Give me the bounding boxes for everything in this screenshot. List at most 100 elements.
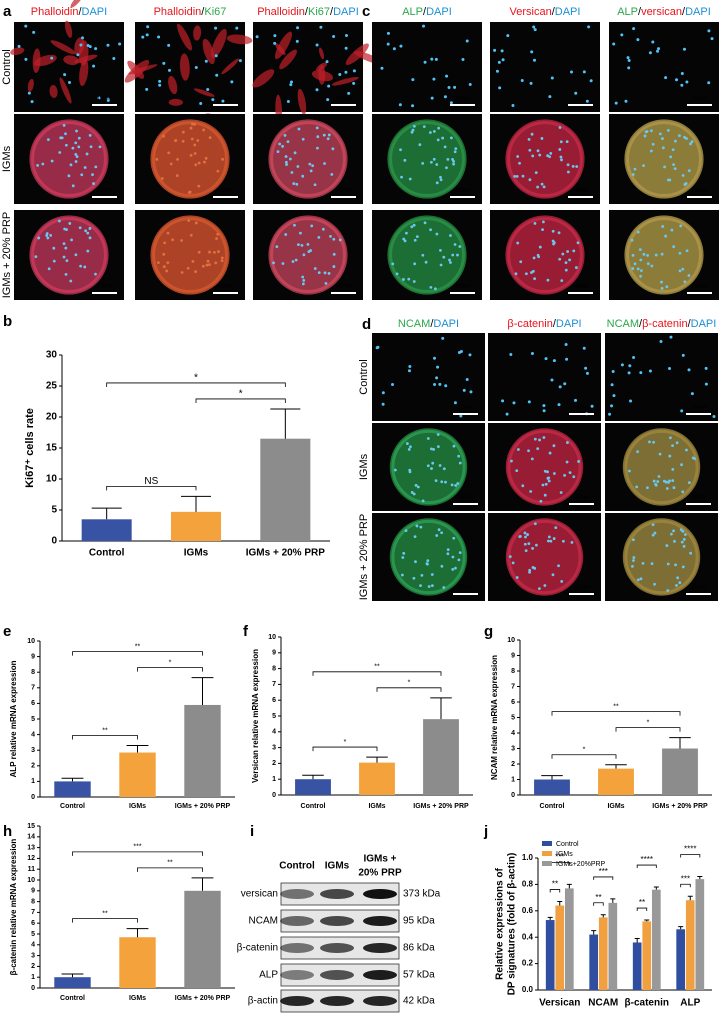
y-tick-label: 2 xyxy=(272,760,276,767)
blot-band xyxy=(320,916,354,926)
nucleus xyxy=(528,148,532,152)
nucleus xyxy=(627,469,631,473)
nucleus xyxy=(532,25,536,29)
error-bar xyxy=(653,886,659,890)
y-tick-label: 1.0 xyxy=(522,853,534,862)
nucleus xyxy=(407,369,411,373)
nucleus xyxy=(292,182,296,185)
nucleus xyxy=(530,457,534,461)
nucleus xyxy=(220,256,224,260)
y-tick-label: 1 xyxy=(511,776,515,783)
nucleus xyxy=(683,183,687,186)
cell-stain xyxy=(124,60,150,83)
nucleus xyxy=(230,80,234,84)
nucleus xyxy=(645,130,649,133)
nucleus xyxy=(315,126,319,130)
nucleus xyxy=(426,464,430,468)
nucleus xyxy=(296,26,300,30)
nucleus xyxy=(400,175,403,179)
y-tick-label: 6 xyxy=(511,699,515,706)
nucleus xyxy=(585,99,589,103)
nucleus xyxy=(639,577,643,581)
header-segment: / xyxy=(201,6,205,18)
nucleus xyxy=(197,250,201,254)
column-header: Phalloidin/Ki67/DAPI xyxy=(257,6,359,18)
nucleus xyxy=(62,242,66,246)
spheroid-edge xyxy=(507,121,583,197)
nucleus xyxy=(319,25,323,29)
nucleus xyxy=(180,239,183,242)
blot-band xyxy=(280,889,314,899)
nucleus xyxy=(442,467,446,471)
nucleus xyxy=(49,234,53,237)
nucleus xyxy=(402,278,405,281)
nucleus xyxy=(608,412,612,416)
nucleus xyxy=(533,277,536,281)
y-tick-label: 10 xyxy=(46,474,58,485)
error-bar xyxy=(591,930,597,935)
header-segment: Phalloidin xyxy=(31,6,79,18)
y-tick-label: 10 xyxy=(27,877,35,884)
significance-label: * xyxy=(408,680,411,687)
nucleus xyxy=(712,414,716,418)
scale-label: 100μm xyxy=(218,187,233,193)
nucleus xyxy=(347,91,351,95)
nucleus xyxy=(415,235,419,239)
significance-bracket xyxy=(593,876,614,880)
y-tick-label: 14 xyxy=(27,834,35,841)
nucleus xyxy=(411,78,415,82)
y-tick-label: 0.4 xyxy=(522,932,534,941)
nucleus xyxy=(75,129,78,133)
nucleus xyxy=(649,149,653,153)
y-tick-label: 7 xyxy=(272,681,276,688)
significance-bracket xyxy=(72,851,203,856)
nucleus xyxy=(197,161,201,165)
nucleus xyxy=(34,255,38,258)
nucleus xyxy=(575,165,579,168)
nucleus xyxy=(442,255,446,259)
nucleus xyxy=(429,160,433,164)
nucleus xyxy=(445,74,449,78)
nucleus xyxy=(444,480,447,484)
nucleus xyxy=(458,551,462,555)
cell-stain xyxy=(70,0,84,8)
nucleus xyxy=(551,573,555,577)
nucleus xyxy=(572,475,576,479)
cell-stain xyxy=(50,40,77,55)
nucleus xyxy=(283,134,287,137)
legend-label: IGMs+20%PRP xyxy=(556,861,606,868)
row-label: Control xyxy=(358,359,370,394)
nucleus xyxy=(426,559,430,563)
nucleus xyxy=(435,376,439,380)
bar xyxy=(534,779,570,795)
nucleus xyxy=(45,234,49,237)
nucleus xyxy=(47,267,51,271)
error-bar xyxy=(191,677,214,705)
nucleus xyxy=(515,469,519,473)
nucleus xyxy=(411,104,415,108)
nucleus xyxy=(217,250,220,253)
nucleus xyxy=(631,564,634,568)
nucleus xyxy=(638,248,642,252)
x-tick-label: IGMs + 20% PRP xyxy=(175,995,231,1002)
nucleus xyxy=(550,76,554,80)
nucleus xyxy=(564,268,568,272)
significance-bracket xyxy=(680,854,701,858)
nucleus xyxy=(407,277,411,281)
nucleus xyxy=(465,377,469,381)
nucleus xyxy=(391,262,395,266)
nucleus xyxy=(404,529,408,533)
nucleus xyxy=(294,258,298,262)
nucleus xyxy=(92,182,95,185)
y-tick-label: 8 xyxy=(511,668,515,675)
nucleus xyxy=(612,42,616,46)
blot-band xyxy=(363,943,397,953)
nucleus xyxy=(528,568,532,572)
significance-bracket xyxy=(549,889,561,893)
x-tick-label: IGMs xyxy=(607,803,624,810)
nucleus xyxy=(560,158,563,162)
nucleus xyxy=(671,148,675,152)
header-segment: DAPI xyxy=(333,6,359,18)
nucleus xyxy=(420,573,424,577)
y-tick-label: 0.0 xyxy=(522,985,534,994)
